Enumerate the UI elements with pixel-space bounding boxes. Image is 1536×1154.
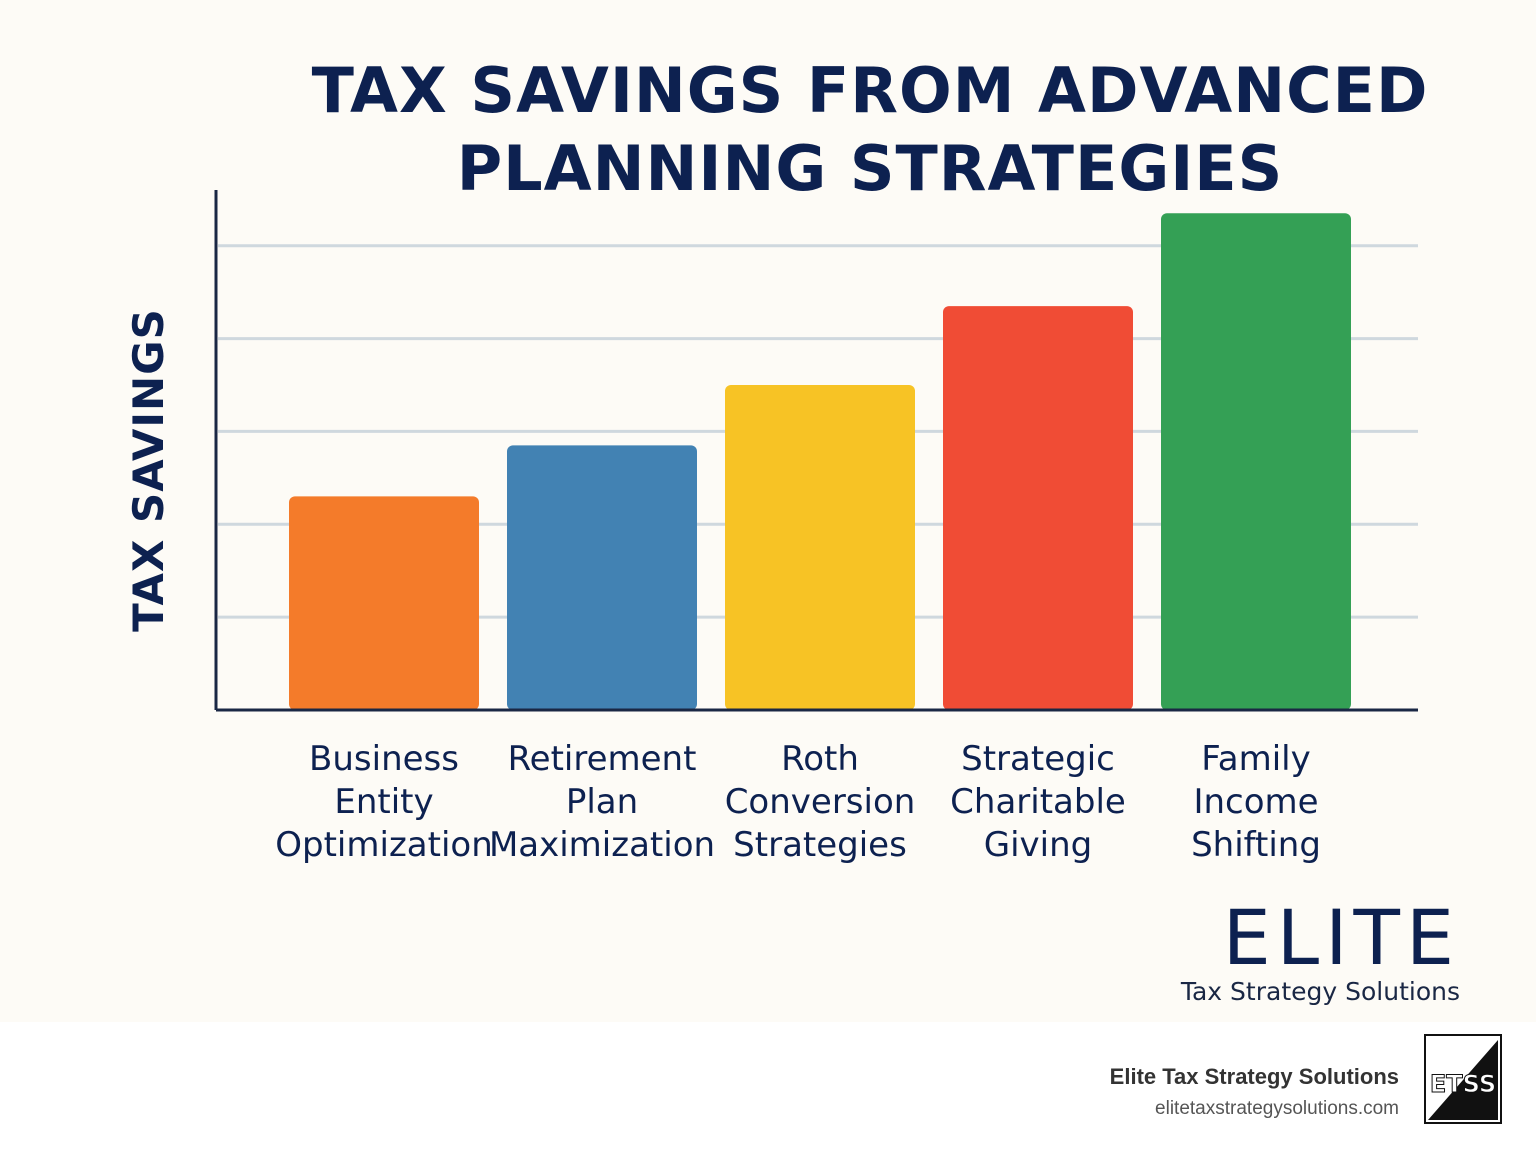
- category-label: Family Income Shifting: [1191, 739, 1321, 865]
- logo-monogram-text: ETSS: [1430, 1070, 1496, 1098]
- category-label-line: Strategic: [961, 739, 1115, 779]
- bars: [289, 213, 1351, 710]
- category-label: Roth Conversion Strategies: [725, 739, 916, 865]
- category-label-line: Retirement: [508, 739, 697, 779]
- infographic-canvas: TAX SAVINGS FROM ADVANCED PLANNING STRAT…: [124, 52, 1460, 1008]
- bar-chart: TAX SAVINGS Business Entity OptimizationRe…: [124, 190, 1418, 865]
- bar: [725, 385, 915, 710]
- category-label: Business Entity Optimization: [275, 739, 493, 865]
- category-label-line: Strategies: [733, 825, 907, 865]
- brand-tagline: Tax Strategy Solutions: [1180, 977, 1460, 1006]
- category-label-line: Entity: [334, 782, 433, 822]
- brand-wordmark: ELITE: [1222, 893, 1460, 982]
- category-label-line: Giving: [984, 825, 1093, 865]
- category-label-line: Conversion: [725, 782, 916, 822]
- footer-website-link[interactable]: elitetaxstrategysolutions.com: [1155, 1098, 1399, 1119]
- bar: [289, 496, 479, 710]
- category-label-line: Business: [309, 739, 459, 779]
- chart-title-line-2: PLANNING STRATEGIES: [456, 132, 1284, 205]
- category-label: Retirement Plan Maximization: [489, 739, 715, 865]
- category-label-line: Maximization: [489, 825, 715, 865]
- category-label-line: Optimization: [275, 825, 493, 865]
- category-label-line: Shifting: [1191, 825, 1321, 865]
- category-label: Strategic Charitable Giving: [950, 739, 1126, 865]
- footer-company-name: Elite Tax Strategy Solutions: [1109, 1064, 1399, 1089]
- etss-logo-icon: ETSS: [1424, 1034, 1502, 1124]
- category-label-line: Roth: [781, 739, 859, 779]
- category-label-line: Charitable: [950, 782, 1126, 822]
- category-label-line: Income: [1193, 782, 1318, 822]
- brand-block: ELITE Tax Strategy Solutions: [1150, 900, 1460, 1008]
- category-label-line: Family: [1201, 739, 1310, 779]
- axes: [214, 190, 1418, 712]
- y-axis-label: TAX SAVINGS: [124, 308, 173, 632]
- footer: Elite Tax Strategy Solutions elitetaxstr…: [0, 1022, 1536, 1154]
- chart-title-line-1: TAX SAVINGS FROM ADVANCED: [311, 54, 1429, 127]
- category-label-line: Plan: [566, 782, 638, 822]
- bar: [943, 306, 1133, 710]
- bar: [1161, 213, 1351, 710]
- bar: [507, 445, 697, 710]
- chart-title: TAX SAVINGS FROM ADVANCED PLANNING STRAT…: [290, 52, 1450, 208]
